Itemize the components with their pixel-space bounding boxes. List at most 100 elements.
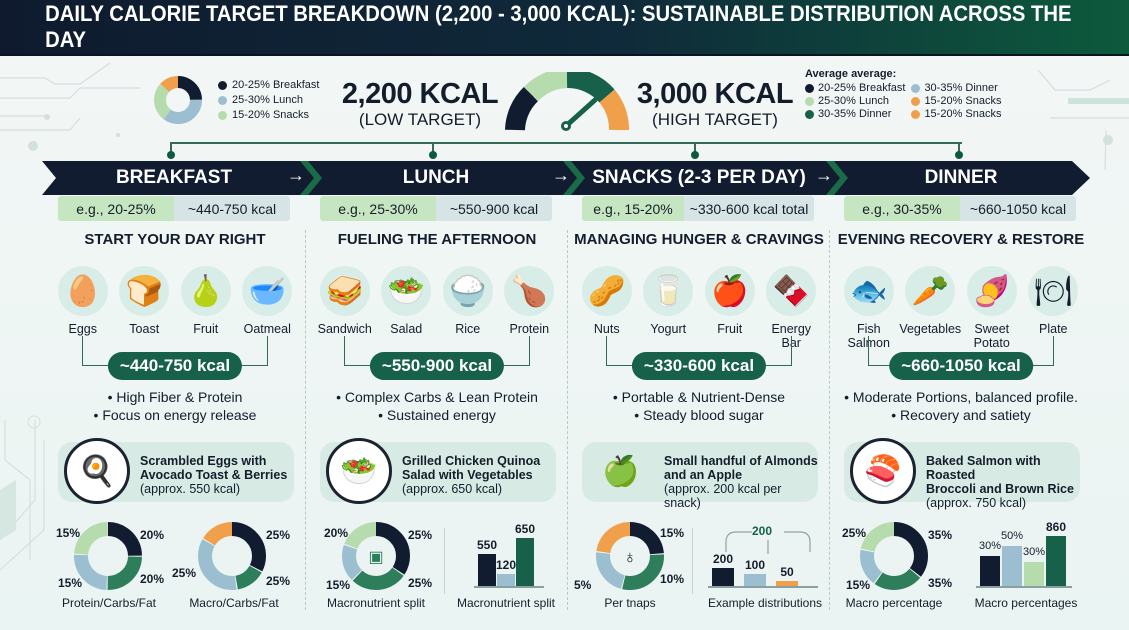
kcal-pill: ~660-1050 kcal: [960, 196, 1076, 221]
high-target: 3,000 KCAL (HIGH TARGET): [630, 78, 800, 130]
example-title: Salad with Vegetables: [402, 468, 533, 482]
legend-item: 25-30% Lunch: [805, 95, 905, 107]
bracket-arrow: [502, 336, 530, 366]
snacks-range-pills: e.g., 15-20% ~330-600 kcal total: [582, 196, 814, 221]
top-legend-list: 20-25% Breakfast 25-30% Lunch 15-20% Sna…: [218, 78, 319, 123]
legend-label: 15-20% Snacks: [924, 108, 1002, 120]
legend-label: 15-20% Snacks: [232, 108, 310, 121]
donut-chart: ♁: [596, 522, 664, 590]
percent-pill: e.g., 20-25%: [58, 196, 174, 221]
plate-icon: 🍣: [850, 438, 916, 504]
percent-pill: e.g., 30-35%: [844, 196, 960, 221]
vegetables-icon: 🥕: [905, 266, 956, 316]
food-item: 🥚 Eggs: [53, 266, 113, 336]
lunch-range-pills: e.g., 25-30% ~550-900 kcal: [320, 196, 552, 221]
example-meal-card: 🍳 Scrambled Eggs with Avocado Toast & Ber…: [58, 438, 294, 504]
total-kcal-badge: ~330-600 kcal: [631, 352, 767, 380]
bar: 200: [712, 552, 734, 586]
chart-label: Macronutrient split: [326, 596, 426, 610]
food-label: Plate: [1039, 322, 1068, 336]
circuit-decoration-bottom-left: [0, 415, 45, 571]
food-item: 🥪 Sandwich: [315, 266, 375, 336]
fish-icon: 🐟: [843, 266, 894, 316]
high-target-label: (HIGH TARGET): [652, 110, 778, 129]
bar-value: 30%: [978, 540, 1002, 552]
food-label: Rice: [455, 322, 481, 336]
food-item: 🍠 Sweet Potato: [962, 266, 1022, 350]
bullet-list: • Moderate Portions, balanced profile. •…: [830, 388, 1092, 424]
chart-label: Example distributions: [707, 596, 823, 610]
example-note: (approx. 650 kcal): [402, 482, 503, 496]
bar-value: 120: [495, 558, 517, 572]
kcal-pill: ~440-750 kcal: [174, 196, 290, 221]
bullet-list: • Portable & Nutrient-Dense • Steady blo…: [568, 388, 830, 424]
bar-value: 50: [780, 565, 794, 579]
bracket-arrow: [868, 336, 896, 366]
legend-item: 30-35% Dinner: [911, 82, 1001, 94]
chart-label: Macro percentages: [974, 596, 1078, 610]
yogurt-icon: 🥛: [643, 266, 694, 316]
sweet-potato-icon: 🍠: [966, 266, 1017, 316]
percent-pill: e.g., 25-30%: [320, 196, 436, 221]
legend-item: 30-35% Dinner: [805, 108, 905, 120]
food-item: 🥜 Nuts: [577, 266, 637, 350]
apple-outline-icon: ♁: [623, 547, 637, 567]
bar: 120: [496, 558, 516, 586]
svg-text:▣: ▣: [368, 549, 383, 566]
top-legend: 20-25% Breakfast 25-30% Lunch 15-20% Sna…: [152, 74, 319, 126]
example-title: Scrambled Eggs with: [140, 454, 267, 468]
food-label: Fruit: [717, 322, 743, 336]
arrow-right-icon: →: [815, 165, 833, 185]
bar-value: 50%: [1000, 530, 1024, 542]
food-list: 🥜 Nuts 🥛 Yogurt 🍎 Fruit 🍫 Energy Bar: [568, 266, 830, 350]
bullet-list: • High Fiber & Protein • Focus on energy…: [44, 388, 306, 424]
example-note: (approx. 550 kcal): [140, 482, 241, 496]
food-item: 🍞 Toast: [114, 266, 174, 336]
pct-label: 5%: [574, 578, 592, 592]
food-item: 🍐 Fruit: [176, 266, 236, 336]
bar-chart: 200 100 50: [708, 540, 818, 588]
bar: 50%: [1001, 530, 1023, 586]
food-list: 🥪 Sandwich 🥗 Salad 🍚 Rice 🍗 Protein: [306, 266, 568, 336]
legend-label: 25-30% Lunch: [232, 93, 303, 106]
sandwich-icon: 🥪: [319, 266, 370, 316]
banner-breakfast: BREAKFAST: [115, 167, 233, 188]
bullet: • Recovery and satiety: [891, 407, 1031, 423]
legend-label: 25-30% Lunch: [818, 95, 889, 107]
chart-separator: [444, 528, 445, 594]
meal-timeline-banner: [42, 161, 1090, 195]
legend-label: 30-35% Dinner: [818, 108, 892, 120]
food-list: 🐟 Fish Salmon 🥕 Vegetables 🍠 Sweet Potato 🍽…: [830, 266, 1092, 350]
apple-icon: 🍎: [704, 266, 755, 316]
food-label: Eggs: [68, 322, 98, 336]
legend-item: 25-30% Lunch: [218, 93, 319, 108]
example-title: and an Apple: [664, 468, 743, 482]
example-meal-card: 🍣 Baked Salmon with Roasted Broccoli and …: [844, 438, 1080, 510]
bar-chart: 30% 50% 30% 860: [976, 520, 1072, 588]
banner-lunch: LUNCH: [402, 167, 470, 188]
total-kcal-badge: ~660-1050 kcal: [889, 352, 1033, 380]
pct-label: 15%: [846, 578, 871, 592]
bar-value: 200: [712, 552, 734, 566]
plate-icon: 🍳: [64, 438, 130, 504]
food-item: 🥗 Salad: [376, 266, 436, 336]
legend-dot: [218, 80, 227, 90]
food-label: Vegetables: [899, 322, 962, 336]
bracket-arrow: [344, 336, 372, 366]
bracket-arrow: [240, 336, 268, 366]
pct-label: 20%: [324, 526, 349, 540]
low-target-value: 2,200 KCAL: [341, 78, 499, 110]
pct-label: 35%: [928, 528, 953, 542]
food-item: 🍚 Rice: [438, 266, 498, 336]
pct-label: 25%: [408, 576, 433, 590]
total-kcal-badge: ~440-750 kcal: [107, 352, 243, 380]
salad-icon: 🥗: [381, 266, 432, 316]
bar: 30%: [1023, 546, 1045, 586]
bracket-value: 200: [752, 524, 773, 538]
percent-pill: e.g., 15-20%: [582, 196, 684, 221]
bar-value: 860: [1045, 520, 1067, 534]
chicken-leg-icon: 🍗: [504, 266, 555, 316]
bar: 30%: [979, 540, 1001, 586]
chart-label: Macro percentage: [845, 596, 943, 610]
food-label: Oatmeal: [243, 322, 291, 336]
